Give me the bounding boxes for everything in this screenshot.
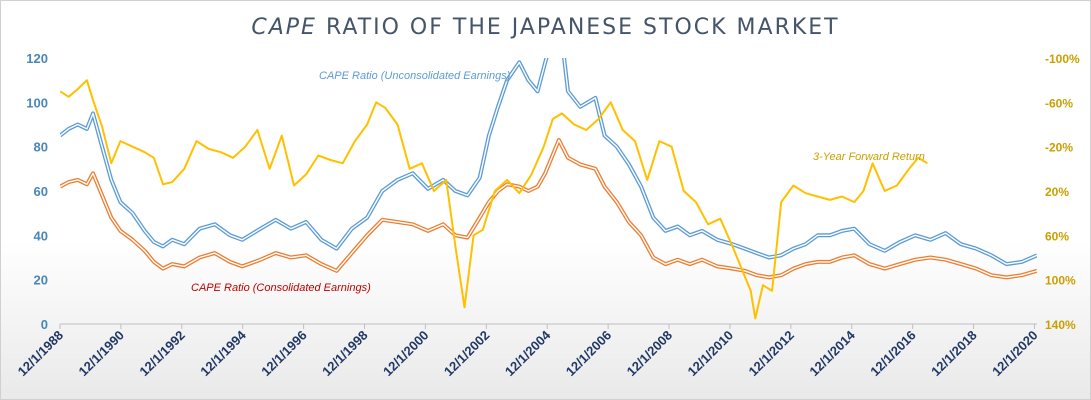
x-tick-label: 12/1/2010 <box>685 328 737 380</box>
series-forward-return <box>60 79 928 320</box>
x-tick-label: 12/1/2020 <box>989 328 1041 380</box>
annotation-consolidated: CAPE Ratio (Consolidated Earnings) <box>191 282 371 294</box>
x-tick-label: 12/1/2012 <box>745 328 797 380</box>
y-left-tick-label: 100 <box>26 95 48 110</box>
y-left-tick-label: 120 <box>26 51 48 66</box>
x-tick-label: 12/1/2018 <box>928 328 980 380</box>
chart-title-rest: RATIO OF THE JAPANESE STOCK MARKET <box>325 15 840 40</box>
y-left-tick-label: 20 <box>34 273 48 288</box>
series-consolidated-core <box>60 139 1037 279</box>
x-tick-label: 12/1/1992 <box>136 328 188 380</box>
x-tick-label: 12/1/1988 <box>15 328 67 380</box>
x-tick-label: 12/1/2002 <box>441 328 493 380</box>
x-tick-label: 12/1/2004 <box>502 327 554 379</box>
x-tick-label: 12/1/2016 <box>867 328 919 380</box>
y-right-tick-label: 140% <box>1045 318 1076 332</box>
series-layer <box>60 58 1037 320</box>
chart-title-italic: CAPE <box>251 15 317 40</box>
annotation-unconsolidated: CAPE Ratio (Unconsolidated Earnings) <box>319 70 511 82</box>
axes: 0 20 40 60 80 100 120 -100% -60% -20% 20% 60% 100% 14… <box>15 51 1080 379</box>
x-tick-label: 12/1/2000 <box>380 328 432 380</box>
y-left-tick-label: 0 <box>41 317 48 332</box>
x-tick-label: 12/1/1996 <box>258 328 310 380</box>
chart-title: CAPE RATIO OF THE JAPANESE STOCK MARKET <box>1 15 1090 40</box>
y-left-tick-label: 40 <box>34 228 48 243</box>
x-tick-label: 12/1/2006 <box>563 328 615 380</box>
y-right-tick-label: 20% <box>1045 185 1069 199</box>
x-tick-label: 12/1/2008 <box>624 328 676 380</box>
y-left-tick-label: 60 <box>34 184 48 199</box>
x-tick-label: 12/1/1994 <box>197 327 249 379</box>
y-right-tick-label: -100% <box>1045 52 1080 66</box>
x-tick-label: 12/1/2014 <box>806 327 858 379</box>
y-right-tick-label: 100% <box>1045 274 1076 288</box>
x-tick-label: 12/1/1998 <box>319 328 371 380</box>
annotation-forward-return: 3-Year Forward Return <box>813 151 925 163</box>
series-unconsolidated-core <box>60 58 1037 265</box>
y-right-tick-label: -20% <box>1045 141 1073 155</box>
y-right-tick-label: -60% <box>1045 96 1073 110</box>
y-right-tick-label: 60% <box>1045 229 1069 243</box>
x-tick-label: 12/1/1990 <box>76 328 128 380</box>
annotation-layer: CAPE Ratio (Unconsolidated Earnings) CAPE… <box>191 70 925 294</box>
y-left-tick-label: 80 <box>34 140 48 155</box>
